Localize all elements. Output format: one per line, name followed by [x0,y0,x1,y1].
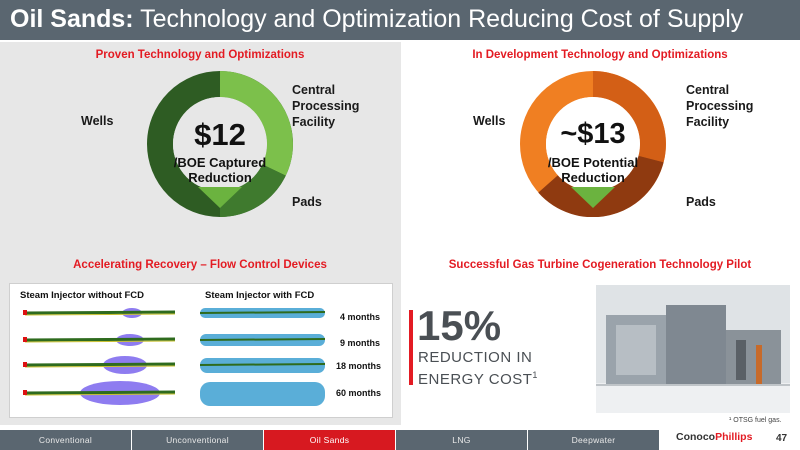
tab-oil-sands[interactable]: Oil Sands [264,430,395,450]
in-development-label-cpf-2: Processing [686,99,754,113]
fcd-heading-without: Steam Injector without FCD [20,290,145,301]
in-development-donut-chart [520,71,666,217]
proven-sub-line1: /BOE Captured [173,155,267,170]
proven-sub-line2: Reduction [188,170,252,185]
injector-with-fcd-60 [200,382,325,406]
proven-label-pads: Pads [292,195,322,209]
in-development-value: ~$13 [560,118,626,150]
accent-bar [409,310,413,385]
donut-hole [173,97,267,191]
donut-hole [546,97,640,191]
injector-without-fcd-4 [23,308,176,318]
flow-control-devices-panel: Steam Injector without FCD Steam Injecto… [9,283,393,418]
down-arrow-icon [198,187,242,208]
injector-without-fcd-9 [23,334,176,346]
energy-cost-stat-line2: ENERGY COST1 [418,370,538,388]
in-development-sub-line2: Reduction [561,170,625,185]
fcd-month-label: 18 months [336,361,382,371]
fcd-heading-with: Steam Injector with FCD [205,290,315,301]
injector-with-fcd-9 [199,334,326,346]
in-development-sub-line1: /BOE Potential [547,155,639,170]
cogeneration-pilot-title: Successful Gas Turbine Cogeneration Tech… [448,259,752,271]
proven-label-cpf-1: Central [292,83,336,97]
proven-donut-chart [147,71,293,217]
tab-lng[interactable]: LNG [396,430,527,450]
injector-with-fcd-18 [199,358,326,373]
footer-nav: Conventional Unconventional Oil Sands LN… [0,430,800,450]
in-development-title: In Development Technology and Optimizati… [472,49,728,61]
tab-unconventional[interactable]: Unconventional [132,430,263,450]
proven-label-cpf-2: Processing [292,99,360,113]
donut-segment-pads [219,163,286,217]
injector-with-fcd-4 [199,308,326,318]
energy-cost-stat-value: 15% [417,302,502,349]
page-title: Oil Sands: Technology and Optimization R… [10,5,744,33]
accelerating-recovery-title: Accelerating Recovery – Flow Control Dev… [73,259,327,271]
conocophillips-logo: ConocoPhillips [676,431,753,443]
tab-conventional[interactable]: Conventional [0,430,131,450]
page-number: 47 [776,433,788,444]
injector-without-fcd-60 [23,381,176,405]
in-development-label-cpf-3: Facility [686,115,730,129]
injector-without-fcd-18 [23,356,176,374]
donut-segment-pads [538,155,664,217]
in-development-label-cpf-1: Central [686,83,730,97]
down-arrow-icon [571,187,615,208]
cogeneration-plant-photo [596,285,790,413]
donut-segment-cpf [592,71,666,163]
title-bar: Oil Sands: Technology and Optimization R… [0,0,800,40]
fcd-month-label: 60 months [336,388,382,398]
footnote: ¹ OTSG fuel gas. [729,417,782,424]
proven-value: $12 [194,117,246,152]
fcd-month-label: 9 months [340,338,381,348]
in-development-label-wells: Wells [473,114,506,128]
steam-injector-diagram [23,308,326,406]
in-development-label-pads: Pads [686,195,716,209]
proven-technology-title: Proven Technology and Optimizations [95,49,305,61]
tab-deepwater[interactable]: Deepwater [528,430,659,450]
energy-cost-stat-line1: REDUCTION IN [418,349,533,366]
proven-label-cpf-3: Facility [292,115,336,129]
proven-label-wells: Wells [81,114,114,128]
fcd-month-label: 4 months [340,312,381,322]
donut-segment-cpf [219,71,293,176]
